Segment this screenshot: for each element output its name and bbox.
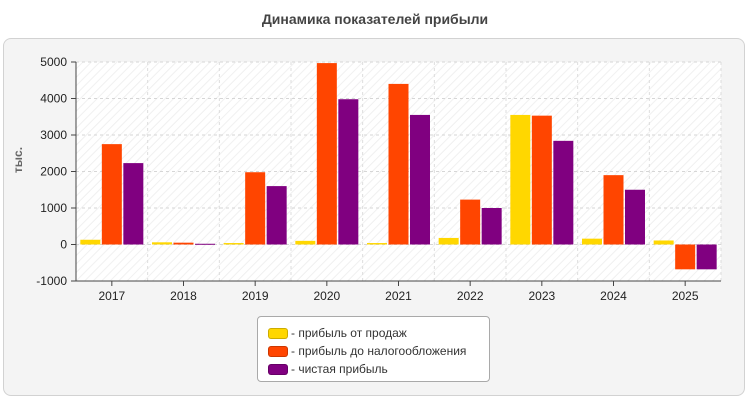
bar xyxy=(510,114,531,245)
x-tick-label: 2024 xyxy=(600,289,627,303)
x-tick-label: 2021 xyxy=(385,289,412,303)
x-tick-label: 2022 xyxy=(457,289,484,303)
bar xyxy=(80,239,101,245)
bar xyxy=(223,243,244,245)
y-tick-label: 5000 xyxy=(40,55,67,69)
x-tick-label: 2018 xyxy=(170,289,197,303)
legend-label: - прибыль от продаж xyxy=(291,326,407,340)
legend-label: - чистая прибыль xyxy=(291,362,388,376)
y-tick-label: 4000 xyxy=(40,92,67,106)
legend-item[interactable]: - прибыль до налогообложения xyxy=(268,342,489,360)
bar xyxy=(481,208,502,245)
bar xyxy=(123,163,144,245)
bar xyxy=(460,199,481,245)
bar xyxy=(410,114,430,245)
bar xyxy=(696,244,717,270)
y-tick-label: 2000 xyxy=(40,165,67,179)
x-tick-label: 2023 xyxy=(528,289,555,303)
y-axis-label: тыс. xyxy=(11,147,25,173)
bar xyxy=(675,244,696,270)
bar xyxy=(553,140,574,245)
x-tick-label: 2025 xyxy=(672,289,699,303)
bar xyxy=(195,243,215,245)
bar xyxy=(101,144,122,245)
y-tick-label: -1000 xyxy=(36,274,67,288)
x-tick-label: 2017 xyxy=(98,289,125,303)
y-tick-label: 0 xyxy=(60,238,67,252)
bar xyxy=(531,115,552,245)
bar xyxy=(367,243,387,245)
legend-label: - прибыль до налогообложения xyxy=(291,344,467,358)
bar xyxy=(388,83,409,245)
bar xyxy=(438,237,459,245)
y-tick-label: 1000 xyxy=(40,201,67,215)
bar xyxy=(173,242,194,245)
chart-title: Динамика показателей прибыли xyxy=(261,11,489,27)
bar xyxy=(653,240,674,245)
x-tick-label: 2020 xyxy=(313,289,340,303)
bar xyxy=(245,172,266,245)
bar xyxy=(603,175,624,245)
bar xyxy=(266,186,287,245)
legend-swatch xyxy=(268,345,288,357)
legend-swatch xyxy=(268,363,288,375)
x-tick-label: 2019 xyxy=(242,289,269,303)
bar xyxy=(152,242,172,245)
y-tick-label: 3000 xyxy=(40,128,67,142)
legend-item[interactable]: - чистая прибыль xyxy=(268,360,489,378)
legend-swatch xyxy=(268,327,288,339)
legend-item[interactable]: - прибыль от продаж xyxy=(268,324,489,342)
bar xyxy=(316,63,337,245)
bar xyxy=(582,238,602,245)
bar xyxy=(625,189,645,245)
bar xyxy=(338,99,359,245)
legend: - прибыль от продаж - прибыль до налогоо… xyxy=(257,316,490,382)
bar xyxy=(295,240,316,245)
